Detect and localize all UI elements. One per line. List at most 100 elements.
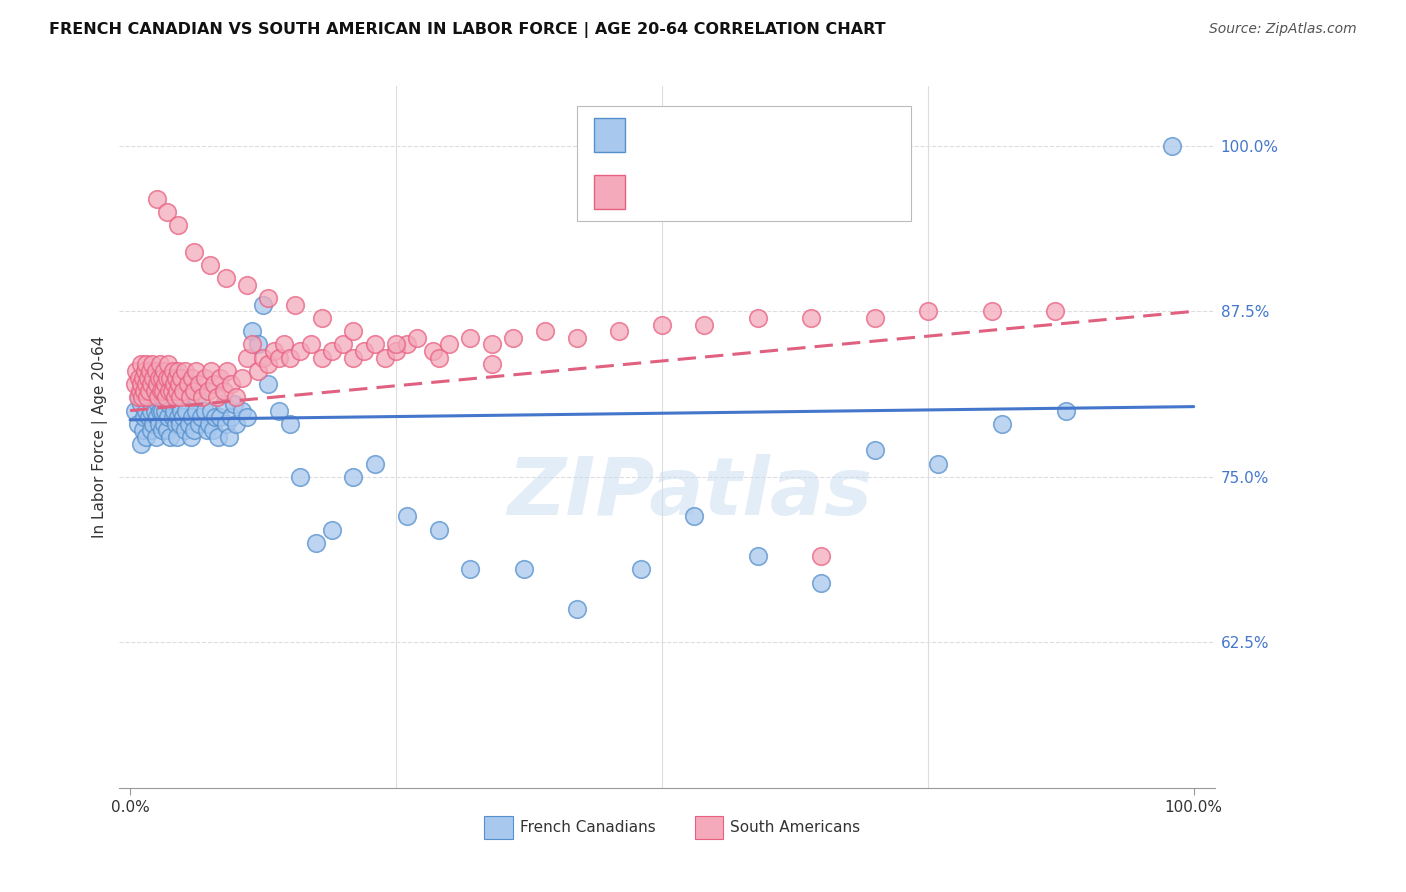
Point — [142, 417, 165, 431]
Point — [427, 523, 450, 537]
Point — [219, 377, 242, 392]
Point — [169, 417, 191, 431]
Point — [148, 417, 170, 431]
Point — [284, 298, 307, 312]
Point — [166, 430, 188, 444]
Point — [460, 562, 482, 576]
Point — [183, 384, 205, 398]
Point — [186, 390, 208, 404]
Point — [231, 403, 253, 417]
Point — [278, 351, 301, 365]
Point — [231, 370, 253, 384]
Point — [180, 370, 202, 384]
Point — [215, 417, 238, 431]
Point — [224, 397, 246, 411]
Point — [136, 370, 159, 384]
Point — [437, 337, 460, 351]
Point — [321, 523, 343, 537]
Point — [124, 403, 146, 417]
Point — [129, 397, 152, 411]
Point — [135, 403, 157, 417]
Point — [242, 337, 264, 351]
Point — [395, 509, 418, 524]
Point — [132, 384, 155, 398]
Point — [138, 410, 160, 425]
Point — [146, 390, 169, 404]
Point — [257, 377, 280, 392]
Point — [195, 424, 218, 438]
Point — [991, 417, 1014, 431]
Point — [183, 424, 205, 438]
Point — [131, 390, 153, 404]
Point — [374, 351, 396, 365]
Point — [172, 410, 194, 425]
Point — [917, 304, 939, 318]
Point — [267, 351, 290, 365]
Point — [1054, 403, 1077, 417]
Point — [242, 324, 264, 338]
Point — [202, 377, 225, 392]
Point — [810, 575, 832, 590]
Point — [863, 310, 886, 325]
Point — [215, 364, 238, 378]
Point — [162, 364, 184, 378]
Point — [332, 337, 354, 351]
Point — [311, 351, 333, 365]
Point — [193, 403, 215, 417]
Point — [129, 436, 152, 450]
Point — [146, 397, 169, 411]
Point — [236, 351, 259, 365]
Point — [176, 403, 198, 417]
Point — [273, 337, 295, 351]
Point — [225, 417, 247, 431]
Point — [141, 424, 163, 438]
Point — [157, 410, 180, 425]
Point — [630, 562, 652, 576]
Point — [153, 364, 176, 378]
Point — [209, 370, 232, 384]
Point — [172, 384, 194, 398]
Point — [927, 457, 949, 471]
Point — [565, 331, 588, 345]
Point — [125, 364, 148, 378]
Point — [149, 357, 172, 371]
Point — [153, 403, 176, 417]
Point — [800, 310, 823, 325]
Point — [184, 364, 207, 378]
Point — [502, 331, 524, 345]
Point — [693, 318, 716, 332]
Point — [395, 337, 418, 351]
Point — [427, 351, 450, 365]
Point — [150, 370, 173, 384]
Text: Source: ZipAtlas.com: Source: ZipAtlas.com — [1209, 22, 1357, 37]
Point — [135, 357, 157, 371]
Point — [342, 324, 364, 338]
Point — [141, 377, 163, 392]
Point — [198, 258, 221, 272]
Point — [152, 390, 174, 404]
Y-axis label: In Labor Force | Age 20-64: In Labor Force | Age 20-64 — [93, 336, 108, 538]
Point — [167, 377, 190, 392]
Point — [132, 370, 155, 384]
Point — [155, 390, 177, 404]
Point — [565, 602, 588, 616]
Point — [257, 357, 280, 371]
Point — [153, 377, 176, 392]
Point — [179, 390, 201, 404]
Point — [159, 430, 181, 444]
Point — [159, 370, 181, 384]
Point — [1161, 139, 1184, 153]
Point — [263, 344, 285, 359]
Point — [159, 397, 181, 411]
Point — [207, 390, 229, 404]
Point — [170, 403, 193, 417]
Point — [128, 370, 150, 384]
Point — [342, 469, 364, 483]
Point — [136, 390, 159, 404]
Point — [180, 410, 202, 425]
Point — [607, 324, 630, 338]
Point — [215, 271, 238, 285]
Point — [143, 403, 166, 417]
Point — [150, 424, 173, 438]
Point — [190, 410, 212, 425]
